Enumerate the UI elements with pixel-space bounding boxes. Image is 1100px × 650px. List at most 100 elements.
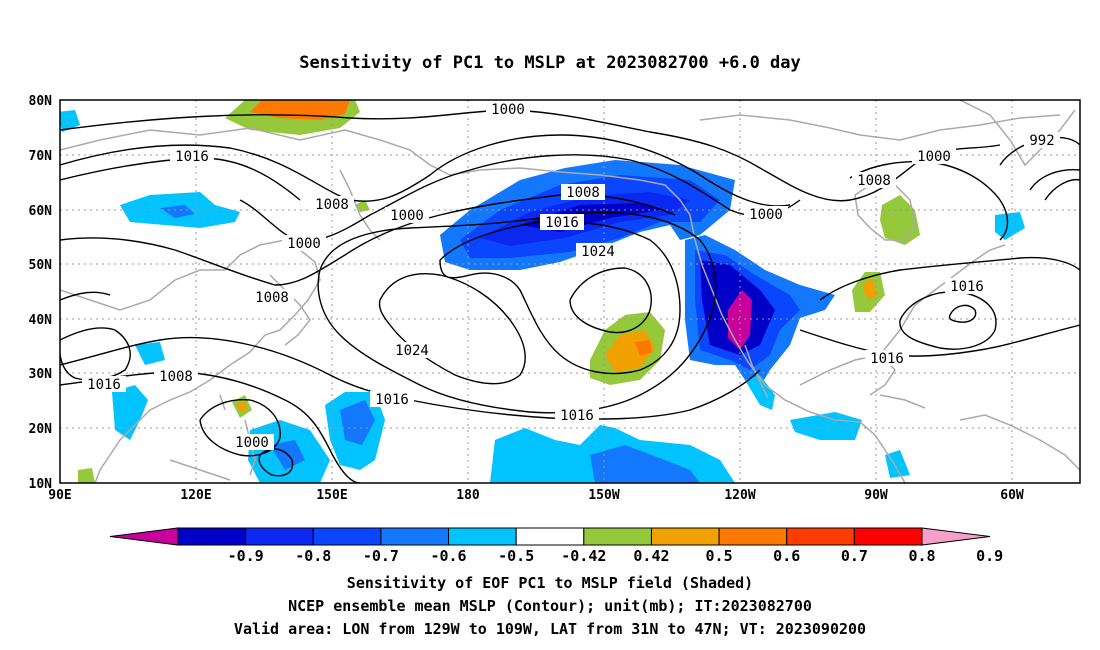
- contour-1000-tropical-low-inner: [258, 448, 294, 477]
- coastline-alaska: [449, 167, 696, 241]
- colorbar-swatch: [448, 527, 517, 546]
- svg-text:1008: 1008: [159, 369, 193, 385]
- contour-label: 1008: [250, 289, 294, 306]
- svg-text:1016: 1016: [375, 392, 409, 408]
- contour-1016-inner-atlantic: [948, 304, 977, 323]
- coastline-kamchatka: [339, 169, 381, 241]
- contour-label-group: 1000 992 1016 1000 1008 1008 1000 1000 1…: [82, 101, 1060, 451]
- positive-region-subtropical-pacific-core: [605, 330, 655, 372]
- lon-label: 120W: [724, 488, 755, 503]
- contour-1000-arctic: [60, 109, 1001, 202]
- lat-label: 10N: [29, 477, 53, 492]
- positive-region-atlantic-core: [862, 278, 878, 300]
- contour-label: 1008: [310, 196, 354, 213]
- colorbar-swatch: [786, 527, 855, 546]
- colorbar-label: 0.7: [841, 547, 868, 565]
- contour-label: 1016: [170, 148, 214, 165]
- svg-text:1000: 1000: [287, 236, 321, 252]
- coastline-west-north-america: [694, 239, 861, 423]
- lon-label: 60W: [1000, 488, 1024, 503]
- contour-label: 1000: [744, 206, 788, 223]
- lat-labels: 80N 70N 60N 50N 40N 30N 20N 10N: [29, 94, 53, 492]
- contour-1024-high: [378, 273, 526, 385]
- colorbar-swatch: [312, 527, 382, 546]
- svg-text:1000: 1000: [749, 207, 783, 223]
- colorbar-label: 0.6: [773, 547, 800, 565]
- contour-label: 1016: [370, 391, 414, 408]
- colorbar-swatch: [245, 527, 314, 546]
- contour-label: 1016: [540, 214, 584, 231]
- footer-line-1: Sensitivity of EOF PC1 to MSLP field (Sh…: [347, 574, 753, 592]
- svg-text:1000: 1000: [390, 208, 424, 224]
- colorbar-swatch: [380, 527, 450, 546]
- lat-label: 40N: [29, 313, 53, 328]
- contour-1016-atlantic-2: [799, 324, 1080, 357]
- lon-label: 150W: [588, 488, 619, 503]
- colorbar-swatch: [583, 527, 652, 546]
- contour-label: 992: [1024, 132, 1060, 149]
- svg-text:1016: 1016: [950, 279, 984, 295]
- contour-1024-east: [569, 267, 652, 334]
- negative-region-tropical-west-core: [340, 400, 375, 445]
- coastline-japan: [269, 274, 311, 346]
- negative-region-gulf-california: [745, 375, 775, 410]
- negative-region-small: [60, 110, 80, 132]
- svg-text:1008: 1008: [255, 290, 289, 306]
- contour-label: 1000: [230, 434, 274, 451]
- lat-label: 50N: [29, 258, 53, 273]
- svg-text:1016: 1016: [870, 351, 904, 367]
- negative-region-east-pacific: [885, 450, 910, 478]
- contour-1016-south-asia: [60, 327, 131, 381]
- svg-text:992: 992: [1029, 133, 1054, 149]
- colorbar-triangle-low: [109, 527, 179, 546]
- positive-region-small: [355, 200, 370, 212]
- positive-region-india: [78, 468, 95, 483]
- contour-992-greenland-low: [1029, 168, 1080, 191]
- colorbar-swatch: [650, 527, 720, 546]
- negative-region-west-coast-center: [728, 290, 752, 350]
- contour-1016-bermuda: [899, 291, 997, 350]
- lon-label: 180: [456, 488, 480, 503]
- negative-region-equatorial-core: [590, 445, 700, 483]
- lat-label: 20N: [29, 422, 53, 437]
- lon-labels: 90E 120E 150E 180 150W 120W 90W 60W: [48, 488, 1024, 503]
- negative-region-south-china: [112, 385, 148, 440]
- map-panel: 1000 992 1016 1000 1008 1008 1000 1000 1…: [29, 94, 1081, 503]
- lon-label: 120E: [180, 488, 211, 503]
- figure-title: Sensitivity of PC1 to MSLP at 2023082700…: [299, 53, 801, 73]
- footer: Sensitivity of EOF PC1 to MSLP field (Sh…: [234, 574, 866, 638]
- contour-label: 1016: [82, 376, 126, 393]
- colorbar-label: -0.42: [561, 547, 606, 565]
- lat-label: 60N: [29, 204, 53, 219]
- footer-line-2: NCEP ensemble mean MSLP (Contour); unit(…: [288, 597, 812, 615]
- contour-label: 1024: [390, 342, 434, 359]
- svg-text:1016: 1016: [175, 149, 209, 165]
- contour-1000-tropical-low: [199, 398, 281, 457]
- lat-label: 70N: [29, 149, 53, 164]
- contour-label: 1024: [576, 243, 620, 260]
- lat-label: 30N: [29, 367, 53, 382]
- contour-label: 1000: [282, 235, 326, 252]
- contour-label: 1016: [865, 350, 909, 367]
- footer-line-3: Valid area: LON from 129W to 109W, LAT f…: [234, 620, 866, 638]
- coastline-cuba: [879, 394, 926, 409]
- colorbar-label: 0.8: [908, 547, 935, 565]
- coastline-greenland: [959, 100, 1076, 167]
- contour-label: 1000: [912, 148, 956, 165]
- negative-region-siberia-core: [160, 205, 195, 218]
- colorbar-label: -0.5: [498, 547, 534, 565]
- colorbar-swatch: [515, 527, 585, 546]
- lat-label: 80N: [29, 94, 53, 109]
- colorbar: -0.9 -0.8 -0.7 -0.6 -0.5 -0.42 0.42 0.5 0.6 0.7 0.…: [109, 527, 1003, 565]
- contour-1008-india: [60, 291, 111, 301]
- colorbar-label: 0.9: [976, 547, 1003, 565]
- negative-region-bay-bengal: [135, 342, 165, 365]
- coastline-canadian-arctic: [699, 114, 1061, 141]
- positive-region-subtropical-pacific-center: [635, 340, 652, 356]
- contour-label: 1016: [945, 278, 989, 295]
- negative-region-north-atlantic: [995, 212, 1025, 240]
- contour-label: 1016: [555, 407, 599, 424]
- contour-1008-northern-canada: [849, 160, 1009, 241]
- lon-label: 90W: [864, 488, 888, 503]
